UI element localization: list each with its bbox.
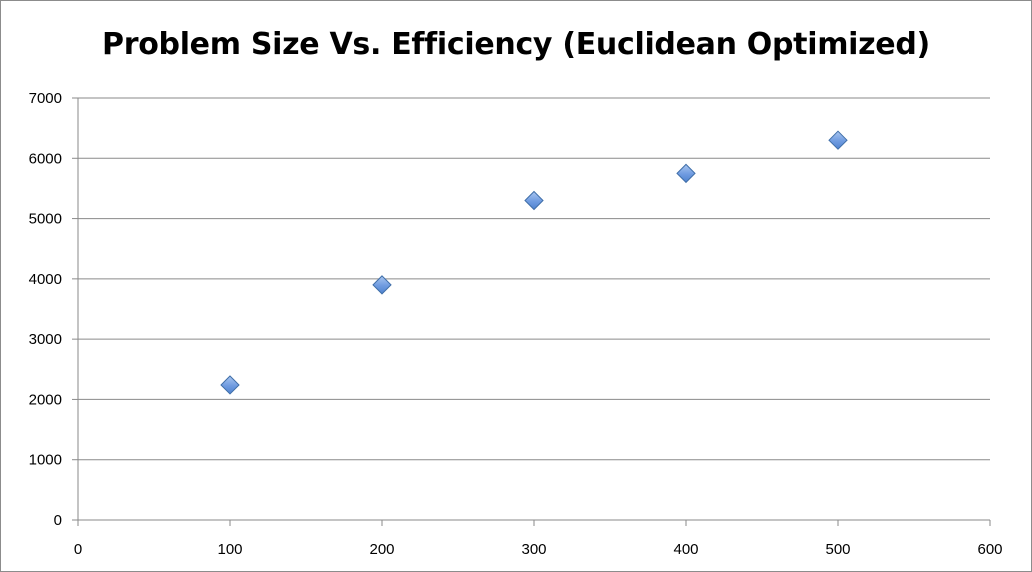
x-tick-label: 600: [977, 541, 1002, 558]
data-point: [372, 275, 392, 295]
x-tick-label: 500: [825, 541, 850, 558]
y-tick-label: 2000: [29, 391, 62, 408]
y-tick-label: 0: [54, 512, 62, 529]
x-tick-label: 100: [217, 541, 242, 558]
y-tick-labels: 0 1000 2000 3000 4000 5000 6000 7000: [29, 90, 62, 529]
x-tick-label: 400: [673, 541, 698, 558]
x-tick-label: 0: [74, 541, 82, 558]
data-point: [220, 375, 240, 395]
data-point: [828, 130, 848, 150]
chart-title: Problem Size Vs. Efficiency (Euclidean O…: [102, 27, 930, 62]
y-tick-label: 6000: [29, 150, 62, 167]
data-point: [524, 190, 544, 211]
y-tick-label: 7000: [29, 90, 62, 107]
y-tick-label: 5000: [29, 211, 62, 228]
axes: [72, 97, 991, 526]
y-tick-label: 1000: [29, 452, 62, 469]
x-tick-labels: 0 100 200 300 400 500 600: [74, 541, 1003, 558]
x-tick-label: 200: [369, 541, 394, 558]
x-tick-label: 300: [521, 541, 546, 558]
y-tick-label: 4000: [29, 271, 62, 288]
y-tick-label: 3000: [29, 331, 62, 348]
data-points: [220, 130, 848, 395]
gridlines: [78, 97, 990, 461]
data-point: [676, 163, 696, 184]
